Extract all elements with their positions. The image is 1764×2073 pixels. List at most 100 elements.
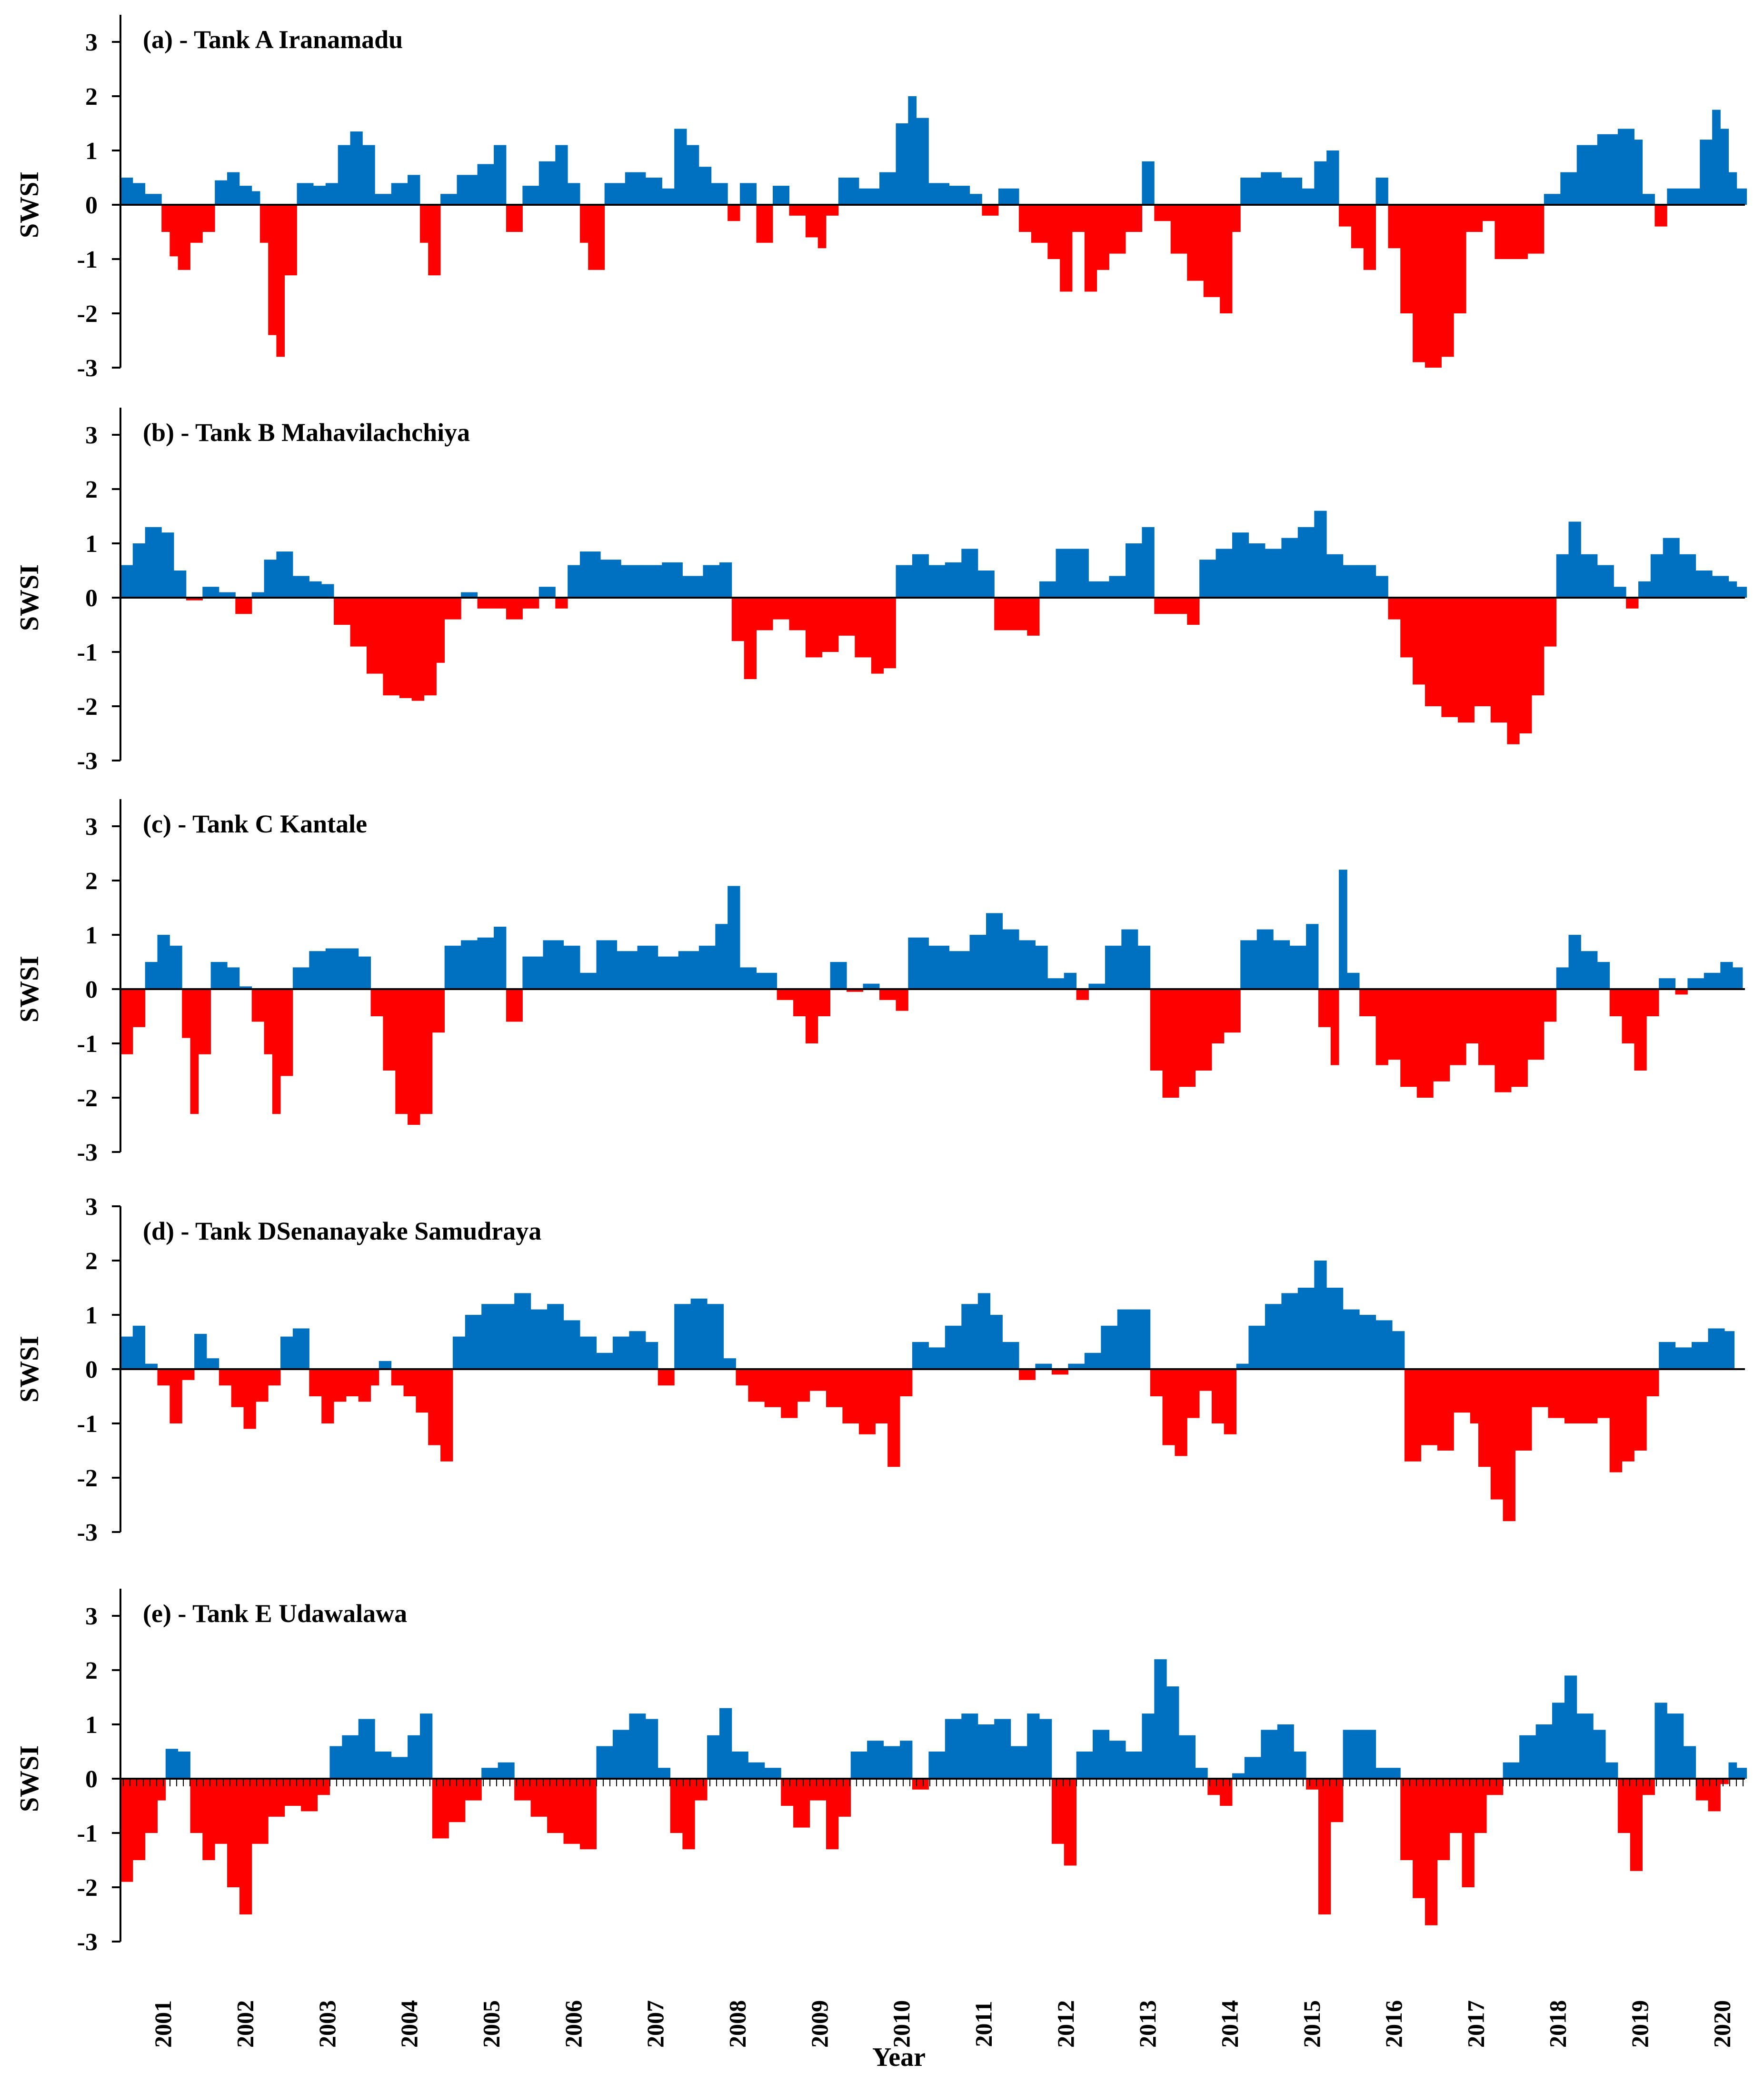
swsi-bar — [612, 1730, 629, 1779]
swsi-bar — [461, 940, 478, 989]
swsi-bar — [375, 194, 392, 205]
swsi-bar — [1281, 538, 1298, 598]
swsi-bar — [1359, 1315, 1376, 1369]
swsi-bar — [1179, 989, 1196, 1087]
panel-title: (b) - Tank B Mahavilachchiya — [143, 418, 470, 447]
swsi-bar — [698, 167, 712, 205]
swsi-bar — [239, 1779, 252, 1914]
swsi-bar — [1663, 538, 1680, 598]
swsi-bar — [1441, 205, 1454, 357]
swsi-bar — [1552, 1702, 1565, 1779]
swsi-bar — [1646, 1369, 1659, 1396]
swsi-bar — [362, 145, 375, 205]
swsi-bar — [1515, 1369, 1532, 1451]
swsi-bar — [292, 576, 309, 598]
swsi-bar — [1495, 205, 1512, 259]
swsi-bar — [1314, 161, 1327, 205]
swsi-bar — [530, 1779, 548, 1817]
swsi-bar — [178, 205, 190, 270]
y-tick-label: 1 — [85, 922, 98, 949]
swsi-bar — [215, 180, 228, 205]
swsi-bar — [325, 948, 342, 989]
y-tick-label: -3 — [77, 355, 98, 382]
swsi-bar — [896, 123, 908, 205]
swsi-bar — [1375, 178, 1388, 205]
swsi-bar — [440, 194, 458, 205]
swsi-bar — [1068, 1363, 1085, 1369]
swsi-bar — [452, 1336, 466, 1369]
swsi-bar — [1400, 205, 1413, 313]
swsi-bar — [994, 1719, 1011, 1779]
swsi-bar — [1712, 576, 1729, 598]
swsi-bar — [239, 186, 252, 205]
swsi-bar — [1535, 1724, 1553, 1779]
swsi-bar — [1179, 1735, 1196, 1779]
year-label: 2020 — [1708, 2000, 1735, 2048]
swsi-bar — [764, 1369, 781, 1407]
swsi-bar — [908, 937, 929, 989]
panel-e: 3 2 1 0 -1 -2 -3 SWSI (e) - Tank E Udawalawa — [15, 1589, 1747, 1956]
swsi-bar — [1544, 194, 1561, 205]
swsi-bar — [1109, 576, 1126, 598]
swsi-bar — [998, 188, 1019, 205]
swsi-bar — [731, 598, 745, 641]
swsi-bar — [440, 1369, 453, 1462]
swsi-bar — [1236, 1363, 1249, 1369]
swsi-bar — [1564, 1675, 1577, 1779]
swsi-bar — [161, 532, 174, 598]
swsi-bar — [132, 1779, 146, 1860]
swsi-bar — [132, 543, 146, 598]
year-label: 2015 — [1298, 2000, 1325, 2048]
swsi-bar — [744, 598, 757, 679]
swsi-bar — [1544, 989, 1557, 1022]
y-tick-label: -1 — [77, 1820, 98, 1847]
swsi-bar — [1667, 188, 1684, 205]
swsi-bar — [408, 175, 420, 205]
swsi-bar — [883, 1746, 900, 1779]
swsi-bar — [494, 145, 507, 205]
swsi-bar — [132, 1325, 146, 1369]
swsi-bar — [1216, 549, 1233, 598]
y-tick-label: 2 — [85, 1657, 98, 1684]
swsi-bar — [428, 205, 441, 276]
swsi-bar — [1634, 1369, 1647, 1451]
swsi-bar — [206, 1358, 219, 1369]
swsi-bar — [1162, 1369, 1175, 1445]
swsi-bar — [235, 598, 252, 614]
swsi-bar — [596, 1352, 613, 1369]
swsi-bar — [604, 183, 626, 205]
swsi-bar — [1051, 1779, 1065, 1844]
swsi-bar — [1712, 110, 1721, 205]
swsi-bar — [1137, 945, 1151, 989]
y-tick-label: 3 — [85, 1193, 98, 1221]
swsi-bar — [580, 1336, 597, 1369]
swsi-bar — [1281, 178, 1302, 205]
swsi-bar — [481, 1768, 498, 1779]
swsi-bar — [1265, 1304, 1282, 1369]
swsi-bar — [1035, 945, 1048, 989]
swsi-bar — [682, 576, 703, 598]
swsi-bar — [358, 1719, 375, 1779]
swsi-bar — [1375, 989, 1388, 1065]
swsi-bar — [1675, 1347, 1692, 1369]
swsi-bar — [645, 1719, 658, 1779]
swsi-bar — [1343, 1309, 1360, 1369]
swsi-bar — [756, 205, 773, 243]
y-tick-label: 1 — [85, 138, 98, 165]
swsi-bar — [1199, 560, 1216, 598]
swsi-bar — [547, 1779, 564, 1833]
swsi-bar — [1470, 1369, 1479, 1423]
swsi-bar — [580, 972, 597, 989]
swsi-bar — [1597, 565, 1614, 598]
swsi-bar — [157, 935, 170, 989]
swsi-bar — [367, 598, 383, 674]
swsi-bar — [838, 598, 855, 636]
swsi-bar — [789, 205, 806, 216]
swsi-bar — [678, 951, 699, 989]
swsi-bar — [863, 983, 880, 989]
y-tick-label: 2 — [85, 868, 98, 895]
swsi-bar — [838, 178, 859, 205]
swsi-bar — [1576, 1713, 1594, 1779]
swsi-bar — [1404, 1369, 1421, 1462]
